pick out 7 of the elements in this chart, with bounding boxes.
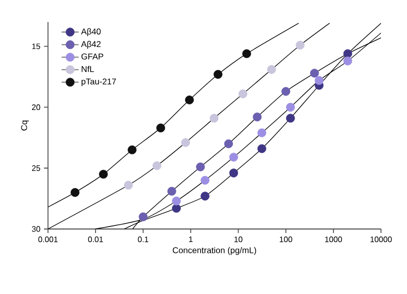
legend-label: Aβ42 xyxy=(81,40,101,49)
legend-label: GFAP xyxy=(81,53,104,60)
y-axis-title: Cq xyxy=(21,120,29,130)
legend-label: pTau-217 xyxy=(82,78,116,86)
legend-label: Aβ40 xyxy=(81,28,101,36)
legend-label: NfL xyxy=(82,66,94,72)
x-axis-title: Concentration (pg/mL) xyxy=(172,247,256,255)
